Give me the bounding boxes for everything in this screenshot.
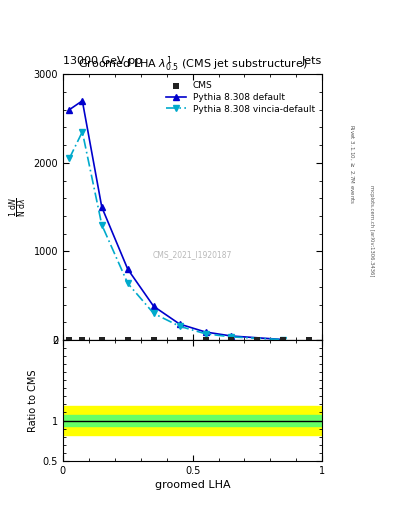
CMS <box>280 336 286 344</box>
Pythia 8.308 default <box>67 106 72 113</box>
Pythia 8.308 default <box>125 266 130 272</box>
Text: CMS_2021_I1920187: CMS_2021_I1920187 <box>153 250 232 260</box>
CMS <box>228 336 235 344</box>
Pythia 8.308 vincia-default <box>151 310 156 316</box>
CMS <box>202 336 209 344</box>
CMS <box>99 336 105 344</box>
Pythia 8.308 vincia-default <box>281 336 286 343</box>
Pythia 8.308 vincia-default <box>229 334 234 340</box>
Pythia 8.308 default <box>203 329 208 335</box>
Y-axis label: Ratio to CMS: Ratio to CMS <box>28 369 39 432</box>
Text: 13000 GeV pp: 13000 GeV pp <box>63 55 142 66</box>
Pythia 8.308 vincia-default <box>99 222 104 228</box>
Pythia 8.308 vincia-default <box>203 331 208 337</box>
CMS <box>79 336 86 344</box>
Pythia 8.308 vincia-default <box>67 155 72 161</box>
Legend: CMS, Pythia 8.308 default, Pythia 8.308 vincia-default: CMS, Pythia 8.308 default, Pythia 8.308 … <box>163 79 318 117</box>
Line: Pythia 8.308 vincia-default: Pythia 8.308 vincia-default <box>66 129 287 343</box>
Pythia 8.308 default <box>177 321 182 327</box>
Pythia 8.308 default <box>229 333 234 339</box>
CMS <box>254 336 261 344</box>
Pythia 8.308 vincia-default <box>125 280 130 286</box>
X-axis label: groomed LHA: groomed LHA <box>155 480 230 490</box>
CMS <box>125 336 131 344</box>
CMS <box>66 336 73 344</box>
Text: Jets: Jets <box>302 55 322 66</box>
Text: mcplots.cern.ch [arXiv:1306.3436]: mcplots.cern.ch [arXiv:1306.3436] <box>369 185 374 276</box>
Pythia 8.308 default <box>99 204 104 210</box>
CMS <box>306 336 312 344</box>
CMS <box>151 336 157 344</box>
Pythia 8.308 vincia-default <box>177 323 182 329</box>
Pythia 8.308 default <box>80 98 85 104</box>
Pythia 8.308 default <box>281 336 286 343</box>
Y-axis label: $\frac{1}{\mathrm{N}} \frac{\mathrm{d}N}{\mathrm{d}\lambda}$: $\frac{1}{\mathrm{N}} \frac{\mathrm{d}N}… <box>8 197 29 217</box>
Pythia 8.308 default <box>151 303 156 309</box>
Title: Groomed LHA $\lambda^{1}_{0.5}$ (CMS jet substructure): Groomed LHA $\lambda^{1}_{0.5}$ (CMS jet… <box>78 54 307 74</box>
Pythia 8.308 vincia-default <box>80 129 85 135</box>
Line: Pythia 8.308 default: Pythia 8.308 default <box>66 97 287 343</box>
CMS <box>176 336 183 344</box>
Text: Rivet 3.1.10, $\geq$ 2.7M events: Rivet 3.1.10, $\geq$ 2.7M events <box>348 123 356 204</box>
